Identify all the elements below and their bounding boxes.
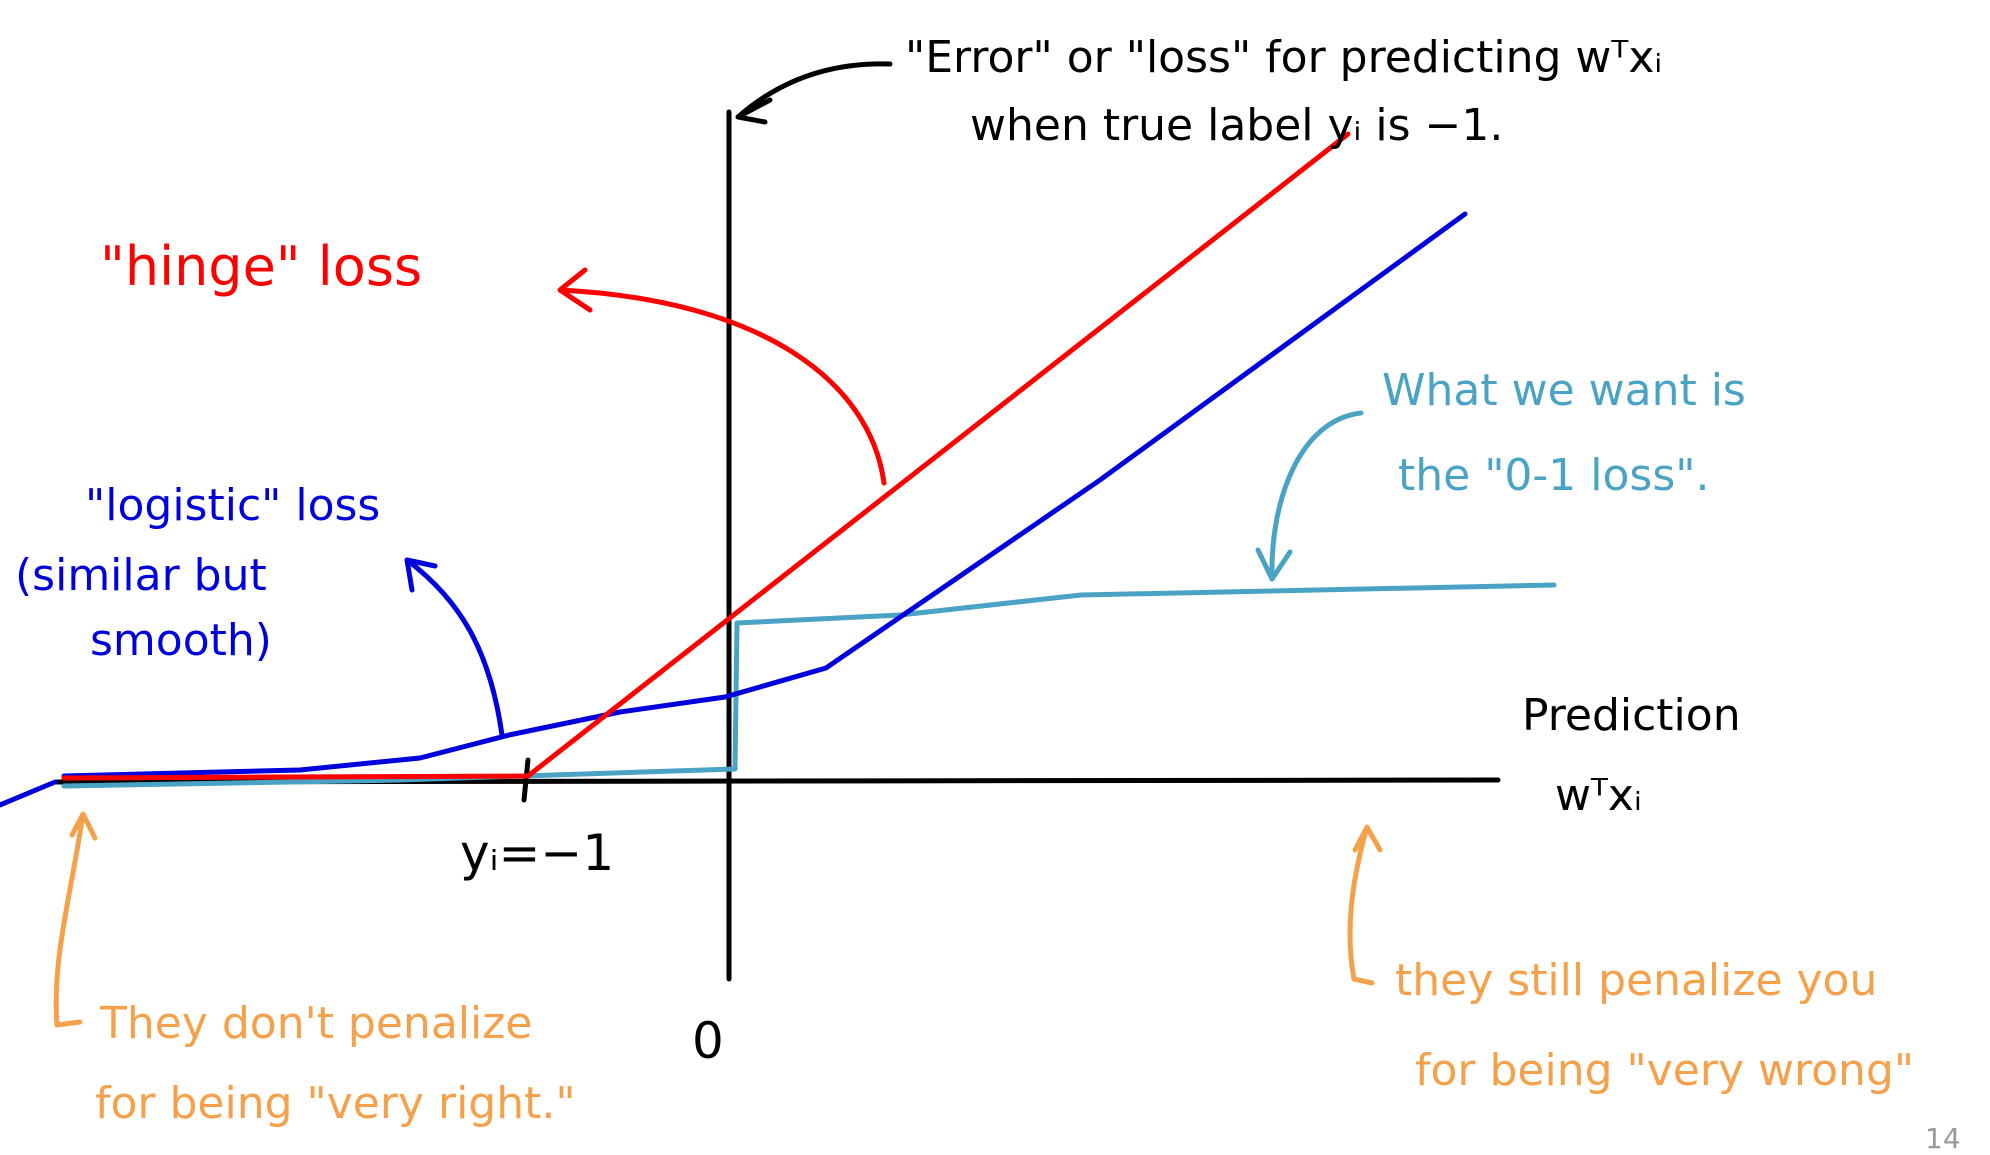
tick-label: yᵢ=−1 [460, 824, 614, 882]
note: They don't penalize [99, 998, 532, 1049]
page-number: 14 [1925, 1122, 1961, 1155]
arrow [738, 64, 890, 122]
annotation: when true label yᵢ is −1. [970, 100, 1503, 151]
note: they still penalize you [1395, 955, 1877, 1006]
tick [524, 760, 528, 800]
arrow [0, 782, 55, 805]
zero-one-label: the "0-1 loss". [1398, 450, 1710, 501]
logistic-label: (similar but [15, 550, 267, 601]
tick-label: 0 [692, 1012, 724, 1070]
logistic-label: "logistic" loss [85, 480, 380, 531]
arrow [1258, 413, 1361, 579]
bracket [1350, 827, 1380, 983]
slide: "Error" or "loss" for predicting wᵀxᵢ wh… [0, 0, 1990, 1155]
hinge-label: "hinge" loss [100, 235, 422, 298]
logistic-label: smooth) [90, 615, 272, 666]
note: for being "very wrong" [1415, 1045, 1914, 1096]
annotation: "Error" or "loss" for predicting wᵀxᵢ [905, 32, 1662, 83]
zero-one-loss [64, 585, 1554, 786]
axis-label: wᵀxᵢ [1555, 770, 1642, 821]
bracket [56, 814, 95, 1025]
zero-one-label: What we want is [1382, 365, 1746, 416]
arrow [407, 560, 502, 735]
hinge-loss [64, 134, 1348, 778]
note: for being "very right." [95, 1078, 576, 1129]
arrow [560, 270, 884, 483]
axis-label: Prediction [1522, 690, 1741, 741]
